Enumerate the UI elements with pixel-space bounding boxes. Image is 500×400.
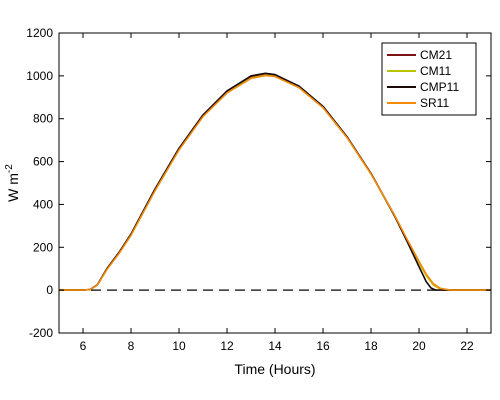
x-tick-label: 8: [128, 339, 135, 353]
plot-content: [59, 72, 491, 291]
y-tick-label: 600: [33, 155, 53, 169]
x-tick-label: 16: [316, 339, 330, 353]
y-tick-label: -200: [29, 326, 53, 340]
y-axis-label-base: W m: [5, 173, 21, 202]
x-tick-label: 6: [80, 339, 87, 353]
x-tick-label: 20: [412, 339, 426, 353]
y-tick-label: 0: [46, 283, 53, 297]
x-axis-label: Time (Hours): [234, 361, 315, 377]
y-axis-label: W m-2: [4, 164, 21, 202]
y-tick-label: 1200: [26, 26, 53, 40]
y-tick-label: 400: [33, 197, 53, 211]
y-tick-label: 800: [33, 112, 53, 126]
y-tick-label: 200: [33, 240, 53, 254]
x-tick-label: 22: [460, 339, 474, 353]
legend: CM21 CM11 CMP11 SR11: [381, 42, 477, 116]
x-tick-label: 18: [364, 339, 378, 353]
legend-label: CMP11: [420, 80, 459, 94]
legend-label: CM11: [420, 64, 451, 78]
legend-label: CM21: [420, 48, 452, 62]
series-line-sr11: [59, 74, 491, 291]
x-axis: 6 8 10 12 14 16 18 20 22: [80, 33, 474, 353]
y-axis: -200 0 200 400 600 800 1000 1200: [26, 26, 491, 340]
legend-label: SR11: [420, 96, 449, 110]
x-tick-label: 12: [220, 339, 234, 353]
x-tick-label: 10: [172, 339, 186, 353]
y-tick-label: 1000: [26, 69, 53, 83]
x-tick-label: 14: [268, 339, 282, 353]
y-axis-label-exponent: -2: [4, 164, 15, 173]
